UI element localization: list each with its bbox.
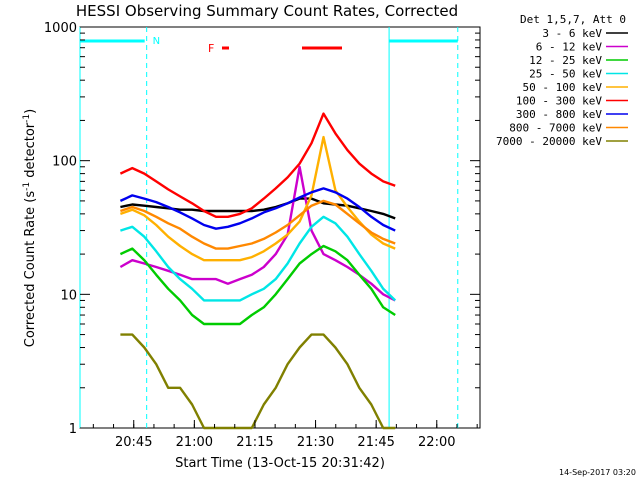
series-line-1 bbox=[119, 165, 396, 302]
legend-entry-label: 12 - 25 keV bbox=[529, 54, 602, 67]
series-line-8 bbox=[120, 333, 396, 430]
legend-entry-label: 3 - 6 keV bbox=[542, 27, 602, 40]
series-line-5 bbox=[119, 112, 396, 219]
legend-entry-label: 7000 - 20000 keV bbox=[496, 135, 602, 148]
y-axis-ticks: 1 10 100 1000 bbox=[44, 21, 480, 437]
series-line-0 bbox=[120, 197, 396, 220]
x-tick-label: 21:45 bbox=[357, 435, 394, 450]
y-tick-label: 1 bbox=[69, 422, 77, 437]
series-line-4 bbox=[120, 135, 396, 262]
y-label-part1: Corrected Count Rate (s bbox=[23, 191, 38, 348]
series-layer bbox=[119, 112, 397, 430]
legend-entry-label: 100 - 300 keV bbox=[516, 95, 602, 108]
observing-markers: NF bbox=[79, 27, 459, 428]
x-axis-label: Start Time (13-Oct-15 20:31:42) bbox=[175, 456, 385, 471]
flare-flag-label: F bbox=[208, 42, 214, 55]
series-line-2 bbox=[119, 244, 396, 326]
legend-entry-label: 6 - 12 keV bbox=[536, 41, 603, 54]
series-line-7 bbox=[120, 199, 396, 250]
series-line-3 bbox=[120, 215, 397, 302]
chart-title: HESSI Observing Summary Count Rates, Cor… bbox=[76, 2, 458, 20]
y-axis-label: Corrected Count Rate (s-1 detector-1) bbox=[22, 109, 38, 347]
legend-header: Det 1,5,7, Att 0 bbox=[520, 13, 626, 26]
series-line-6 bbox=[119, 187, 396, 232]
x-tick-label: 21:15 bbox=[236, 435, 273, 450]
night-flag-label: N bbox=[153, 36, 160, 47]
x-axis-ticks: 20:45 21:00 21:15 21:30 21:45 22:00 bbox=[92, 420, 478, 450]
y-tick-label: 100 bbox=[52, 155, 77, 170]
legend-entry-label: 25 - 50 keV bbox=[529, 68, 602, 81]
legend-entry-label: 50 - 100 keV bbox=[523, 81, 603, 94]
x-tick-label: 20:45 bbox=[115, 435, 152, 450]
y-label-part2: detector bbox=[23, 122, 38, 182]
x-tick-label: 21:00 bbox=[176, 435, 213, 450]
y-label-sup2: -1 bbox=[22, 114, 32, 123]
x-tick-label: 21:30 bbox=[297, 435, 334, 450]
y-label-part3: ) bbox=[23, 109, 38, 114]
legend-entry-label: 300 - 800 keV bbox=[516, 108, 602, 121]
y-label-sup1: -1 bbox=[22, 182, 32, 191]
legend-entry-label: 800 - 7000 keV bbox=[509, 122, 602, 135]
y-tick-label: 10 bbox=[60, 288, 77, 303]
plot-frame bbox=[79, 26, 481, 429]
footer-timestamp: 14-Sep-2017 03:20 bbox=[559, 468, 636, 477]
x-tick-label: 22:00 bbox=[418, 435, 455, 450]
y-tick-label: 1000 bbox=[44, 21, 77, 36]
